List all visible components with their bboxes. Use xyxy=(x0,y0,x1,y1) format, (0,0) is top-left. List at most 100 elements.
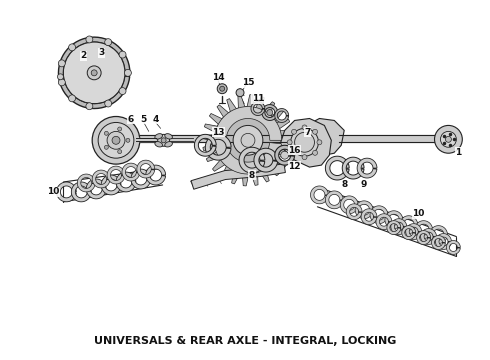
Ellipse shape xyxy=(155,134,163,139)
Polygon shape xyxy=(251,102,265,116)
Text: 13: 13 xyxy=(212,128,224,137)
Circle shape xyxy=(86,103,93,110)
Polygon shape xyxy=(137,160,155,178)
Circle shape xyxy=(92,117,140,164)
Polygon shape xyxy=(72,182,91,202)
Text: 8: 8 xyxy=(249,171,255,180)
Polygon shape xyxy=(311,186,328,204)
Text: 14: 14 xyxy=(212,73,224,82)
Polygon shape xyxy=(432,235,445,249)
Circle shape xyxy=(104,131,108,135)
Polygon shape xyxy=(116,172,136,192)
Polygon shape xyxy=(58,37,130,109)
Text: 5: 5 xyxy=(141,115,147,124)
Polygon shape xyxy=(191,164,285,189)
Polygon shape xyxy=(416,231,431,244)
Polygon shape xyxy=(361,209,377,225)
Polygon shape xyxy=(346,204,362,220)
Circle shape xyxy=(91,70,97,76)
Circle shape xyxy=(69,95,75,102)
Circle shape xyxy=(86,36,93,43)
Polygon shape xyxy=(275,145,294,165)
Polygon shape xyxy=(402,226,416,239)
Circle shape xyxy=(126,138,130,142)
Circle shape xyxy=(118,127,122,131)
Polygon shape xyxy=(294,118,344,156)
Circle shape xyxy=(292,150,296,155)
Text: 4: 4 xyxy=(152,115,159,124)
Circle shape xyxy=(435,125,462,153)
Text: 11: 11 xyxy=(252,94,264,103)
Polygon shape xyxy=(107,166,125,184)
Text: 10: 10 xyxy=(48,188,60,197)
Text: 15: 15 xyxy=(242,78,254,87)
Ellipse shape xyxy=(291,129,318,156)
Circle shape xyxy=(119,87,126,95)
Circle shape xyxy=(69,44,75,51)
Text: 16: 16 xyxy=(288,146,301,155)
Text: 9: 9 xyxy=(361,180,368,189)
Polygon shape xyxy=(342,157,364,179)
Polygon shape xyxy=(275,109,289,122)
Polygon shape xyxy=(420,229,437,244)
Circle shape xyxy=(294,132,315,152)
Text: 6: 6 xyxy=(128,115,134,124)
Text: 8: 8 xyxy=(341,180,347,189)
Circle shape xyxy=(63,42,125,104)
Polygon shape xyxy=(340,196,358,214)
Text: 2: 2 xyxy=(80,51,86,60)
Circle shape xyxy=(161,138,166,143)
Circle shape xyxy=(292,129,296,134)
Circle shape xyxy=(57,74,63,80)
Polygon shape xyxy=(195,134,216,156)
Polygon shape xyxy=(254,148,278,172)
Circle shape xyxy=(267,109,273,116)
Text: UNIVERSALS & REAR AXLE - INTEGRAL, LOCKING: UNIVERSALS & REAR AXLE - INTEGRAL, LOCKI… xyxy=(94,336,396,346)
Text: 1: 1 xyxy=(455,148,462,157)
Circle shape xyxy=(118,150,122,154)
Polygon shape xyxy=(370,206,388,224)
Polygon shape xyxy=(56,182,76,202)
Ellipse shape xyxy=(165,134,172,139)
Circle shape xyxy=(87,66,101,80)
Circle shape xyxy=(217,84,227,94)
Polygon shape xyxy=(262,105,278,121)
Circle shape xyxy=(105,100,112,107)
Circle shape xyxy=(107,131,125,149)
Text: 3: 3 xyxy=(98,49,104,58)
Polygon shape xyxy=(400,216,417,234)
Circle shape xyxy=(58,79,65,86)
Polygon shape xyxy=(280,118,331,167)
Polygon shape xyxy=(430,226,447,243)
Circle shape xyxy=(313,129,318,134)
Circle shape xyxy=(441,131,456,147)
Circle shape xyxy=(233,125,263,155)
Circle shape xyxy=(302,125,307,130)
Circle shape xyxy=(317,140,322,145)
Text: 10: 10 xyxy=(413,209,425,218)
Circle shape xyxy=(119,51,126,58)
Circle shape xyxy=(220,86,224,91)
Polygon shape xyxy=(86,179,106,199)
Polygon shape xyxy=(325,156,349,180)
Circle shape xyxy=(302,155,307,159)
Polygon shape xyxy=(239,147,265,173)
Polygon shape xyxy=(376,214,392,230)
Circle shape xyxy=(105,39,112,46)
Circle shape xyxy=(58,60,65,67)
Polygon shape xyxy=(357,158,377,178)
Circle shape xyxy=(98,122,134,158)
Circle shape xyxy=(313,150,318,155)
Polygon shape xyxy=(406,224,421,239)
Polygon shape xyxy=(77,174,95,192)
Polygon shape xyxy=(202,95,294,186)
Circle shape xyxy=(236,89,244,96)
Circle shape xyxy=(124,69,131,76)
Circle shape xyxy=(112,136,120,144)
Circle shape xyxy=(104,145,108,149)
Circle shape xyxy=(281,151,289,159)
Polygon shape xyxy=(92,170,110,188)
Polygon shape xyxy=(325,191,343,209)
Text: 7: 7 xyxy=(304,128,311,137)
Ellipse shape xyxy=(165,141,172,147)
